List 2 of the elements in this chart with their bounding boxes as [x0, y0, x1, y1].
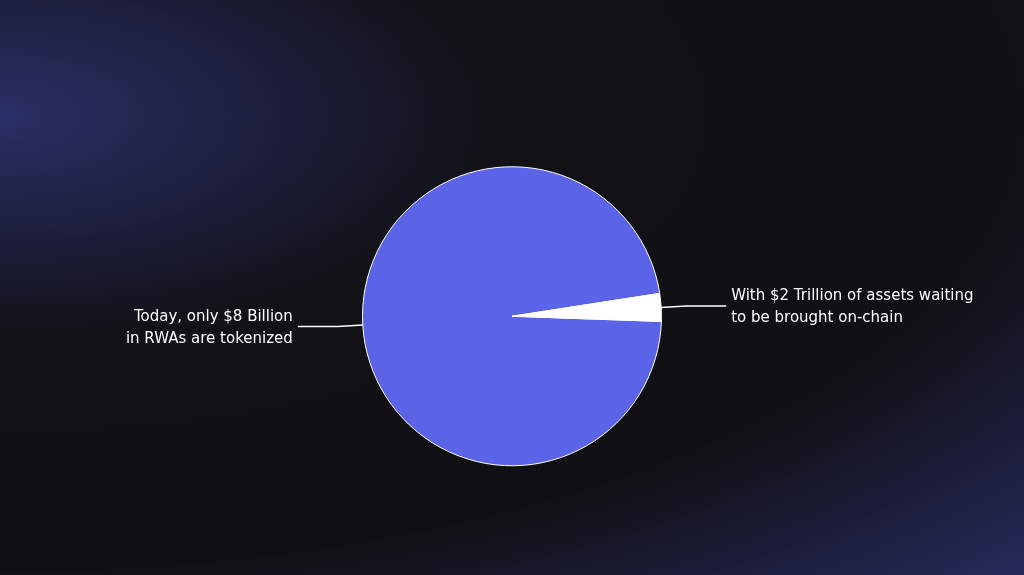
- slice-label: Today, only $8 Billion in RWAs are tokenized: [125, 306, 293, 347]
- slice-label: With $2 Trillion of assets waiting to be brought on-chain: [731, 285, 974, 326]
